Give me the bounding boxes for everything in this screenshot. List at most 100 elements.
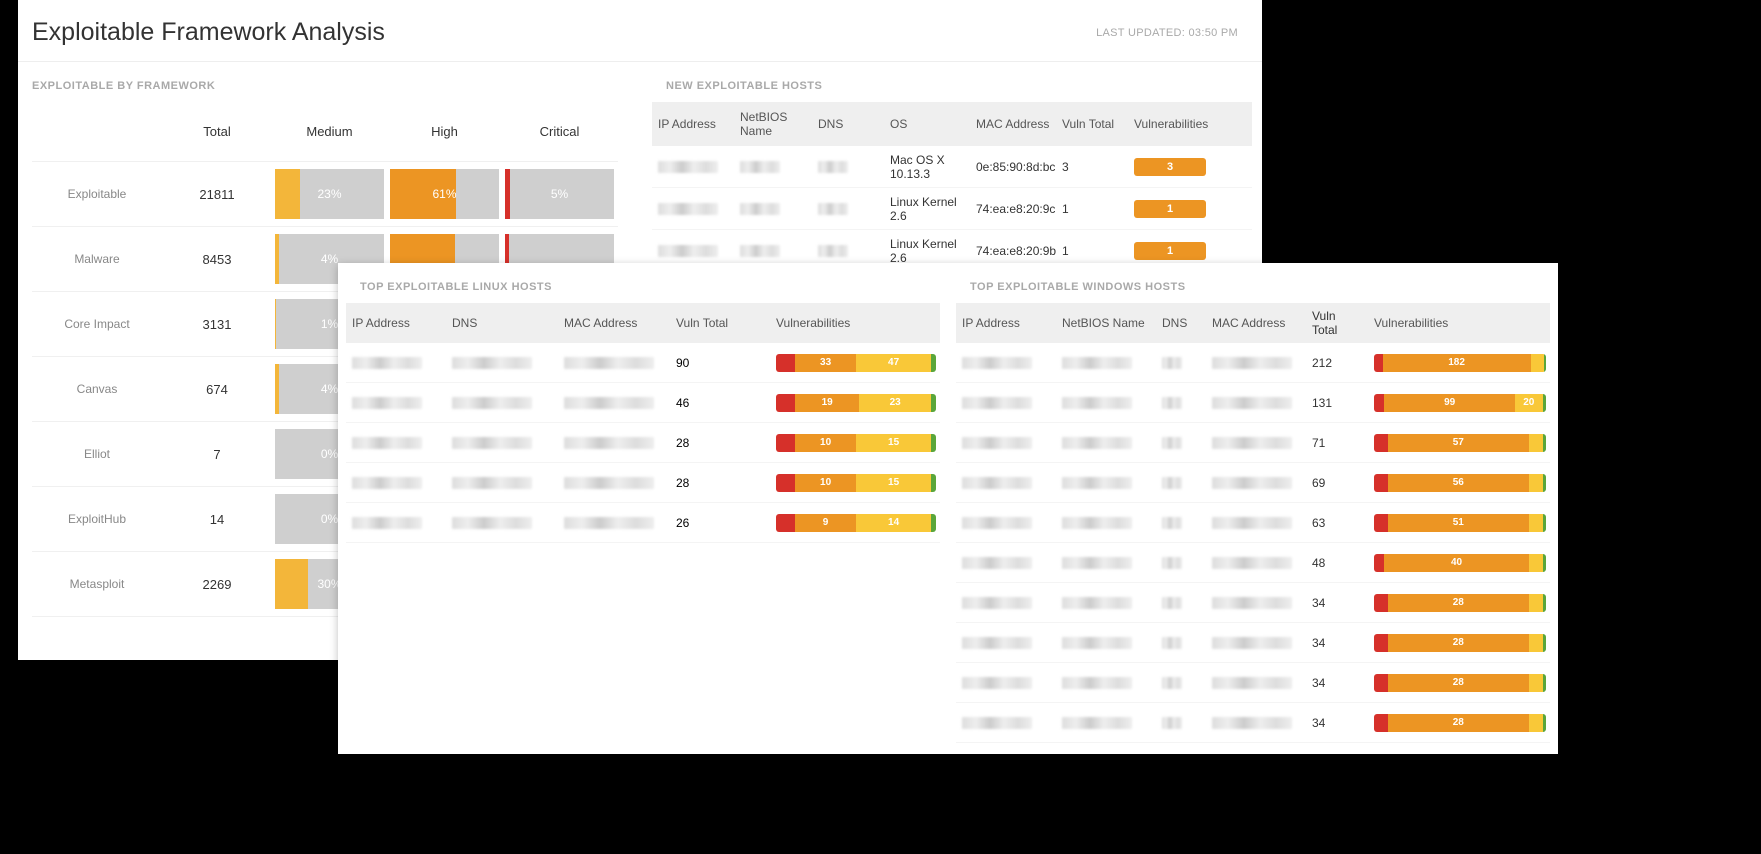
- last-updated-label: LAST UPDATED:: [1096, 27, 1185, 39]
- vuln-pill[interactable]: 1: [1134, 200, 1206, 218]
- cell-dns: [1156, 357, 1206, 369]
- linux-table-head: IP Address DNS MAC Address Vuln Total Vu…: [346, 303, 940, 343]
- windows-host-row[interactable]: 3428: [956, 583, 1550, 623]
- windows-host-row[interactable]: 7157: [956, 423, 1550, 463]
- cell-dns: [446, 437, 558, 449]
- cell-vulnerabilities: 56: [1368, 474, 1550, 492]
- windows-host-row[interactable]: 3428: [956, 663, 1550, 703]
- vuln-segment: [1543, 434, 1546, 452]
- vuln-segment: 182: [1383, 354, 1531, 372]
- framework-label: Canvas: [32, 382, 162, 396]
- vuln-segmented-bar[interactable]: 56: [1374, 474, 1546, 492]
- vuln-segmented-bar[interactable]: 28: [1374, 714, 1546, 732]
- col-dns: DNS: [1156, 316, 1206, 330]
- cell-ip: [956, 557, 1056, 569]
- cell-mac: 74:ea:e8:20:9c:: [970, 202, 1056, 216]
- cell-vulnerabilities: 1: [1128, 200, 1252, 218]
- col-ip: IP Address: [652, 117, 734, 131]
- vuln-segment: 51: [1388, 514, 1529, 532]
- vuln-pill[interactable]: 1: [1134, 242, 1206, 260]
- header: Exploitable Framework Analysis LAST UPDA…: [18, 0, 1262, 62]
- page-title: Exploitable Framework Analysis: [32, 18, 385, 47]
- cell-dns: [1156, 717, 1206, 729]
- linux-host-row[interactable]: 903347: [346, 343, 940, 383]
- cell-os: Linux Kernel 2.6: [884, 195, 970, 223]
- cell-netbios: [1056, 437, 1156, 449]
- cell-dns: [812, 203, 884, 215]
- vuln-segment: 99: [1384, 394, 1515, 412]
- cell-dns: [1156, 677, 1206, 689]
- col-medium: Medium: [272, 124, 387, 139]
- cell-netbios: [1056, 557, 1156, 569]
- windows-host-row[interactable]: 3428: [956, 703, 1550, 743]
- vuln-segmented-bar[interactable]: 28: [1374, 634, 1546, 652]
- vuln-segmented-bar[interactable]: 1923: [776, 394, 936, 412]
- cell-dns: [1156, 477, 1206, 489]
- vuln-segment: [1374, 394, 1384, 412]
- cell-mac: [558, 437, 670, 449]
- framework-table-head: Total Medium High Critical: [32, 102, 618, 162]
- linux-host-row[interactable]: 281015: [346, 463, 940, 503]
- vuln-segmented-bar[interactable]: 1015: [776, 434, 936, 452]
- col-total: Total: [162, 124, 272, 139]
- cell-vuln-total: 48: [1306, 556, 1368, 570]
- linux-host-row[interactable]: 461923: [346, 383, 940, 423]
- vuln-segment: 28: [1388, 634, 1529, 652]
- section-title-framework: EXPLOITABLE BY FRAMEWORK: [18, 62, 632, 102]
- cell-mac: [1206, 557, 1306, 569]
- vuln-segmented-bar[interactable]: 57: [1374, 434, 1546, 452]
- vuln-segmented-bar[interactable]: 40: [1374, 554, 1546, 572]
- vuln-segmented-bar[interactable]: 51: [1374, 514, 1546, 532]
- framework-label: Core Impact: [32, 317, 162, 331]
- col-high: High: [387, 124, 502, 139]
- windows-host-row[interactable]: 1319920: [956, 383, 1550, 423]
- vuln-segment: [1374, 474, 1388, 492]
- cell-ip: [956, 437, 1056, 449]
- vuln-segmented-bar[interactable]: 9920: [1374, 394, 1546, 412]
- cell-vulnerabilities: 51: [1368, 514, 1550, 532]
- linux-host-row[interactable]: 281015: [346, 423, 940, 463]
- critical-bar: 5%: [505, 169, 614, 219]
- cell-dns: [446, 357, 558, 369]
- vuln-pill[interactable]: 3: [1134, 158, 1206, 176]
- windows-host-row[interactable]: 6956: [956, 463, 1550, 503]
- cell-ip: [346, 437, 446, 449]
- windows-host-row[interactable]: 212182: [956, 343, 1550, 383]
- col-vulnerabilities: Vulnerabilities: [1128, 117, 1252, 131]
- framework-total: 674: [162, 382, 272, 397]
- cell-mac: [1206, 357, 1306, 369]
- vuln-segment: [1374, 714, 1388, 732]
- vuln-segmented-bar[interactable]: 182: [1374, 354, 1546, 372]
- vuln-segmented-bar[interactable]: 28: [1374, 594, 1546, 612]
- cell-mac: [1206, 597, 1306, 609]
- cell-ip: [956, 397, 1056, 409]
- vuln-segment: 57: [1388, 434, 1529, 452]
- cell-ip: [956, 517, 1056, 529]
- windows-host-row[interactable]: 48 40: [956, 543, 1550, 583]
- vuln-segment: [931, 514, 936, 532]
- vuln-segment: [776, 434, 795, 452]
- windows-host-row[interactable]: 3428: [956, 623, 1550, 663]
- vuln-segment: [1529, 554, 1543, 572]
- framework-total: 14: [162, 512, 272, 527]
- new-host-row[interactable]: Linux Kernel 2.674:ea:e8:20:9c:11: [652, 188, 1252, 230]
- col-dns: DNS: [812, 117, 884, 131]
- framework-row[interactable]: Exploitable2181123%61%5%: [32, 162, 618, 227]
- linux-host-row[interactable]: 26 914: [346, 503, 940, 543]
- vuln-segmented-bar[interactable]: 914: [776, 514, 936, 532]
- vuln-segment: [1543, 634, 1546, 652]
- new-host-row[interactable]: Mac OS X 10.13.30e:85:90:8d:bc:33: [652, 146, 1252, 188]
- cell-netbios: [1056, 517, 1156, 529]
- cell-netbios: [1056, 357, 1156, 369]
- vuln-segmented-bar[interactable]: 28: [1374, 674, 1546, 692]
- vuln-segment: 14: [856, 514, 931, 532]
- medium-pct: 23%: [275, 187, 384, 201]
- vuln-segmented-bar[interactable]: 3347: [776, 354, 936, 372]
- windows-host-row[interactable]: 6351: [956, 503, 1550, 543]
- col-critical: Critical: [502, 124, 617, 139]
- cell-vuln-total: 26: [670, 516, 770, 530]
- vuln-segment: [776, 354, 795, 372]
- cell-dns: [1156, 517, 1206, 529]
- vuln-segmented-bar[interactable]: 1015: [776, 474, 936, 492]
- cell-mac: [558, 477, 670, 489]
